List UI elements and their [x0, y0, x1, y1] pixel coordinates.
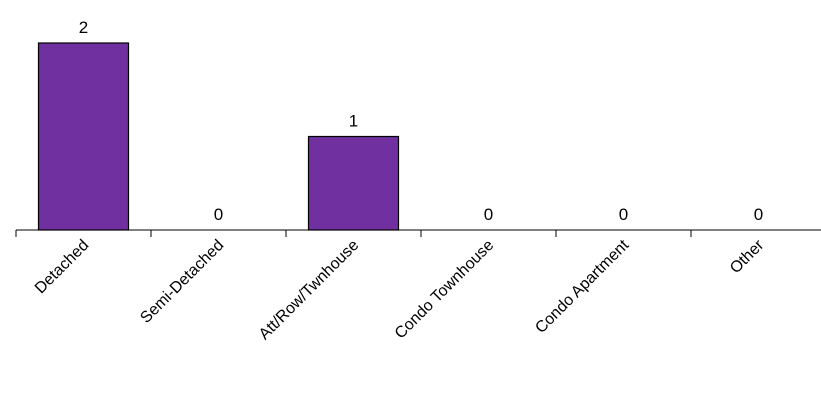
tick-label-condo-townhouse: Condo Townhouse — [392, 237, 498, 343]
data-label-att-row-twnhouse: 1 — [349, 112, 358, 131]
bar-detached — [37, 42, 130, 231]
x-axis-ticks-group — [15, 230, 692, 237]
data-label-other: 0 — [754, 205, 763, 224]
x-axis-tick-labels-group: Detached Semi-Detached Att/Row/Twnhouse Con… — [32, 236, 768, 343]
data-label-semi-detached: 0 — [214, 205, 223, 224]
tick-label-semi-detached: Semi-Detached — [137, 237, 227, 327]
tick-label-detached: Detached — [32, 237, 92, 297]
bar-att-row-twnhouse — [307, 135, 400, 231]
data-label-condo-apartment: 0 — [619, 205, 628, 224]
data-label-condo-townhouse: 0 — [484, 205, 493, 224]
tick-label-other: Other — [727, 236, 768, 277]
bars-group — [37, 42, 400, 231]
tick-label-att-row-twnhouse: Att/Row/Twnhouse — [256, 237, 362, 343]
data-label-detached: 2 — [79, 18, 88, 37]
data-labels-group: 2 0 1 0 0 0 — [79, 18, 763, 224]
tick-label-condo-apartment: Condo Apartment — [532, 236, 632, 336]
